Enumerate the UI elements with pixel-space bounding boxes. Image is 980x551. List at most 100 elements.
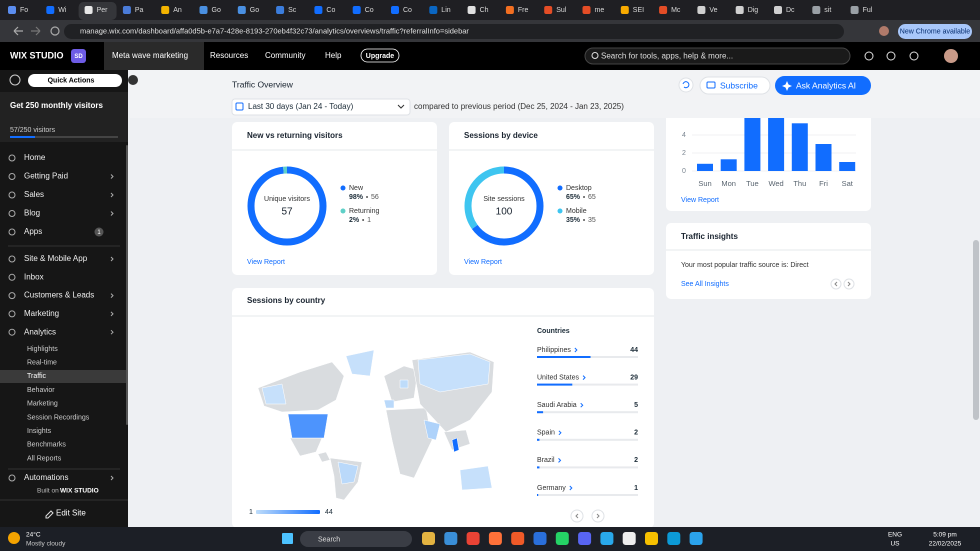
tab-title[interactable]: Co xyxy=(403,7,412,14)
app-icon[interactable] xyxy=(466,532,480,545)
tab-title[interactable]: Co xyxy=(326,7,335,14)
site-name[interactable]: Meta wave marketing xyxy=(112,51,188,60)
tab-title[interactable]: Ful xyxy=(863,7,873,14)
tab-title[interactable]: Sc xyxy=(288,7,297,14)
sub-nav-item[interactable]: Marketing xyxy=(27,401,58,408)
avatar[interactable] xyxy=(944,49,958,63)
quick-actions-button[interactable] xyxy=(28,74,122,87)
tab-title[interactable]: Co xyxy=(365,7,374,14)
taskbar-search[interactable] xyxy=(300,531,412,547)
nav-item[interactable]: Customers & Leads xyxy=(24,291,94,300)
date-dropdown[interactable] xyxy=(231,98,411,116)
subscribe[interactable]: Subscribe xyxy=(720,80,758,90)
ask-ai-button[interactable] xyxy=(775,76,871,95)
tab-title[interactable]: Fo xyxy=(20,7,28,14)
sub-nav-item[interactable]: Highlights xyxy=(27,346,58,353)
pager-button[interactable] xyxy=(591,509,605,523)
menu-item[interactable]: Resources xyxy=(210,51,248,60)
country-name[interactable]: Saudi Arabia xyxy=(537,402,577,409)
app-icon[interactable] xyxy=(444,532,458,545)
app-icon[interactable] xyxy=(488,532,502,545)
pager-button[interactable] xyxy=(830,278,842,290)
edit-site[interactable]: Edit Site xyxy=(56,509,86,518)
nav-item[interactable]: Analytics xyxy=(24,327,56,336)
upgrade[interactable]: Upgrade xyxy=(366,53,395,60)
update-button[interactable] xyxy=(898,24,972,39)
tab-title[interactable]: me xyxy=(595,7,605,14)
site-selector[interactable] xyxy=(104,42,204,70)
country-name[interactable]: Germany xyxy=(537,485,566,492)
back-icon[interactable] xyxy=(13,26,23,36)
app-icon[interactable] xyxy=(555,532,569,545)
nav-item[interactable]: Home xyxy=(24,153,46,162)
forward-icon[interactable] xyxy=(31,26,41,36)
tab-title[interactable]: Sul xyxy=(556,7,567,14)
tab-title[interactable]: Pa xyxy=(135,7,144,14)
nav-item[interactable]: Apps xyxy=(24,227,42,236)
tab-title[interactable]: An xyxy=(173,7,182,14)
sub-nav-item[interactable]: Real-time xyxy=(27,360,57,367)
top-icon[interactable] xyxy=(886,51,896,61)
country-name[interactable]: Brazil xyxy=(537,457,555,464)
app-icon[interactable] xyxy=(645,532,658,545)
top-icon[interactable] xyxy=(864,51,874,61)
country-name[interactable]: Spain xyxy=(537,430,555,437)
sub-nav-item[interactable]: Behavior xyxy=(27,387,55,394)
nav-item[interactable]: Blog xyxy=(24,209,40,218)
date-range[interactable]: Last 30 days (Jan 24 - Today) xyxy=(248,102,354,111)
upgrade-button[interactable] xyxy=(360,48,400,63)
nav-item[interactable]: Marketing xyxy=(24,309,59,318)
app-icon[interactable] xyxy=(511,532,525,545)
refresh-button[interactable] xyxy=(678,77,694,93)
taskbar-search-label[interactable]: Search xyxy=(318,536,340,543)
ask-ai[interactable]: Ask Analytics AI xyxy=(796,80,856,90)
nav-item[interactable]: Sales xyxy=(24,190,44,199)
brand[interactable]: WIX STUDIO xyxy=(10,50,64,60)
app-icon[interactable] xyxy=(533,532,547,545)
address-bar[interactable] xyxy=(64,24,844,39)
tab-title[interactable]: Fre xyxy=(518,7,529,14)
app-icon[interactable] xyxy=(578,532,592,545)
pager-button[interactable] xyxy=(843,278,855,290)
app-icon[interactable] xyxy=(422,532,435,545)
tab-title[interactable]: Per xyxy=(97,7,109,14)
link[interactable]: View Report xyxy=(681,197,719,204)
country-name[interactable]: Philippines xyxy=(537,347,571,354)
search[interactable]: Search for tools, apps, help & more... xyxy=(601,52,733,61)
reload-icon[interactable] xyxy=(50,26,60,36)
start-button[interactable] xyxy=(282,533,293,544)
search-box[interactable] xyxy=(584,47,851,65)
profile[interactable] xyxy=(879,26,889,36)
app-icon[interactable] xyxy=(667,532,681,545)
tab-title[interactable]: Dc xyxy=(786,7,795,14)
sub-nav-item[interactable]: Benchmarks xyxy=(27,442,66,449)
collapse-button[interactable] xyxy=(128,75,138,85)
menu-item[interactable]: Help xyxy=(325,51,342,60)
workspace-badge[interactable] xyxy=(71,49,86,63)
link[interactable]: View Report xyxy=(247,259,285,266)
app-icon[interactable] xyxy=(622,532,636,545)
menu-item[interactable]: Community xyxy=(265,51,305,60)
app-icon[interactable] xyxy=(689,532,703,545)
link[interactable]: See All Insights xyxy=(681,281,729,288)
sub-nav-item[interactable]: Insights xyxy=(27,428,52,435)
tab-title[interactable]: Ch xyxy=(480,7,489,14)
tab-title[interactable]: SEI xyxy=(633,7,644,14)
quick-actions[interactable]: Quick Actions xyxy=(48,77,95,84)
app-icon[interactable] xyxy=(600,532,614,545)
tab-title[interactable]: Dig xyxy=(748,7,759,14)
tab-title[interactable]: Wi xyxy=(58,7,67,14)
tab-title[interactable]: Go xyxy=(250,7,259,14)
link[interactable]: View Report xyxy=(464,259,502,266)
subscribe-button[interactable] xyxy=(699,76,771,95)
url[interactable]: manage.wix.com/dashboard/affa0d5b-e7a7-4… xyxy=(80,26,469,35)
pager-button[interactable] xyxy=(570,509,584,523)
update-label[interactable]: New Chrome available xyxy=(900,28,971,35)
country-name[interactable]: United States xyxy=(537,374,580,381)
workspace[interactable]: SD xyxy=(74,54,83,60)
top-icon[interactable] xyxy=(909,51,919,61)
tab-title[interactable]: Go xyxy=(212,7,221,14)
tab-title[interactable]: Ve xyxy=(709,7,717,14)
tab-title[interactable]: Lin xyxy=(441,7,450,14)
nav-item[interactable]: Getting Paid xyxy=(24,172,68,181)
